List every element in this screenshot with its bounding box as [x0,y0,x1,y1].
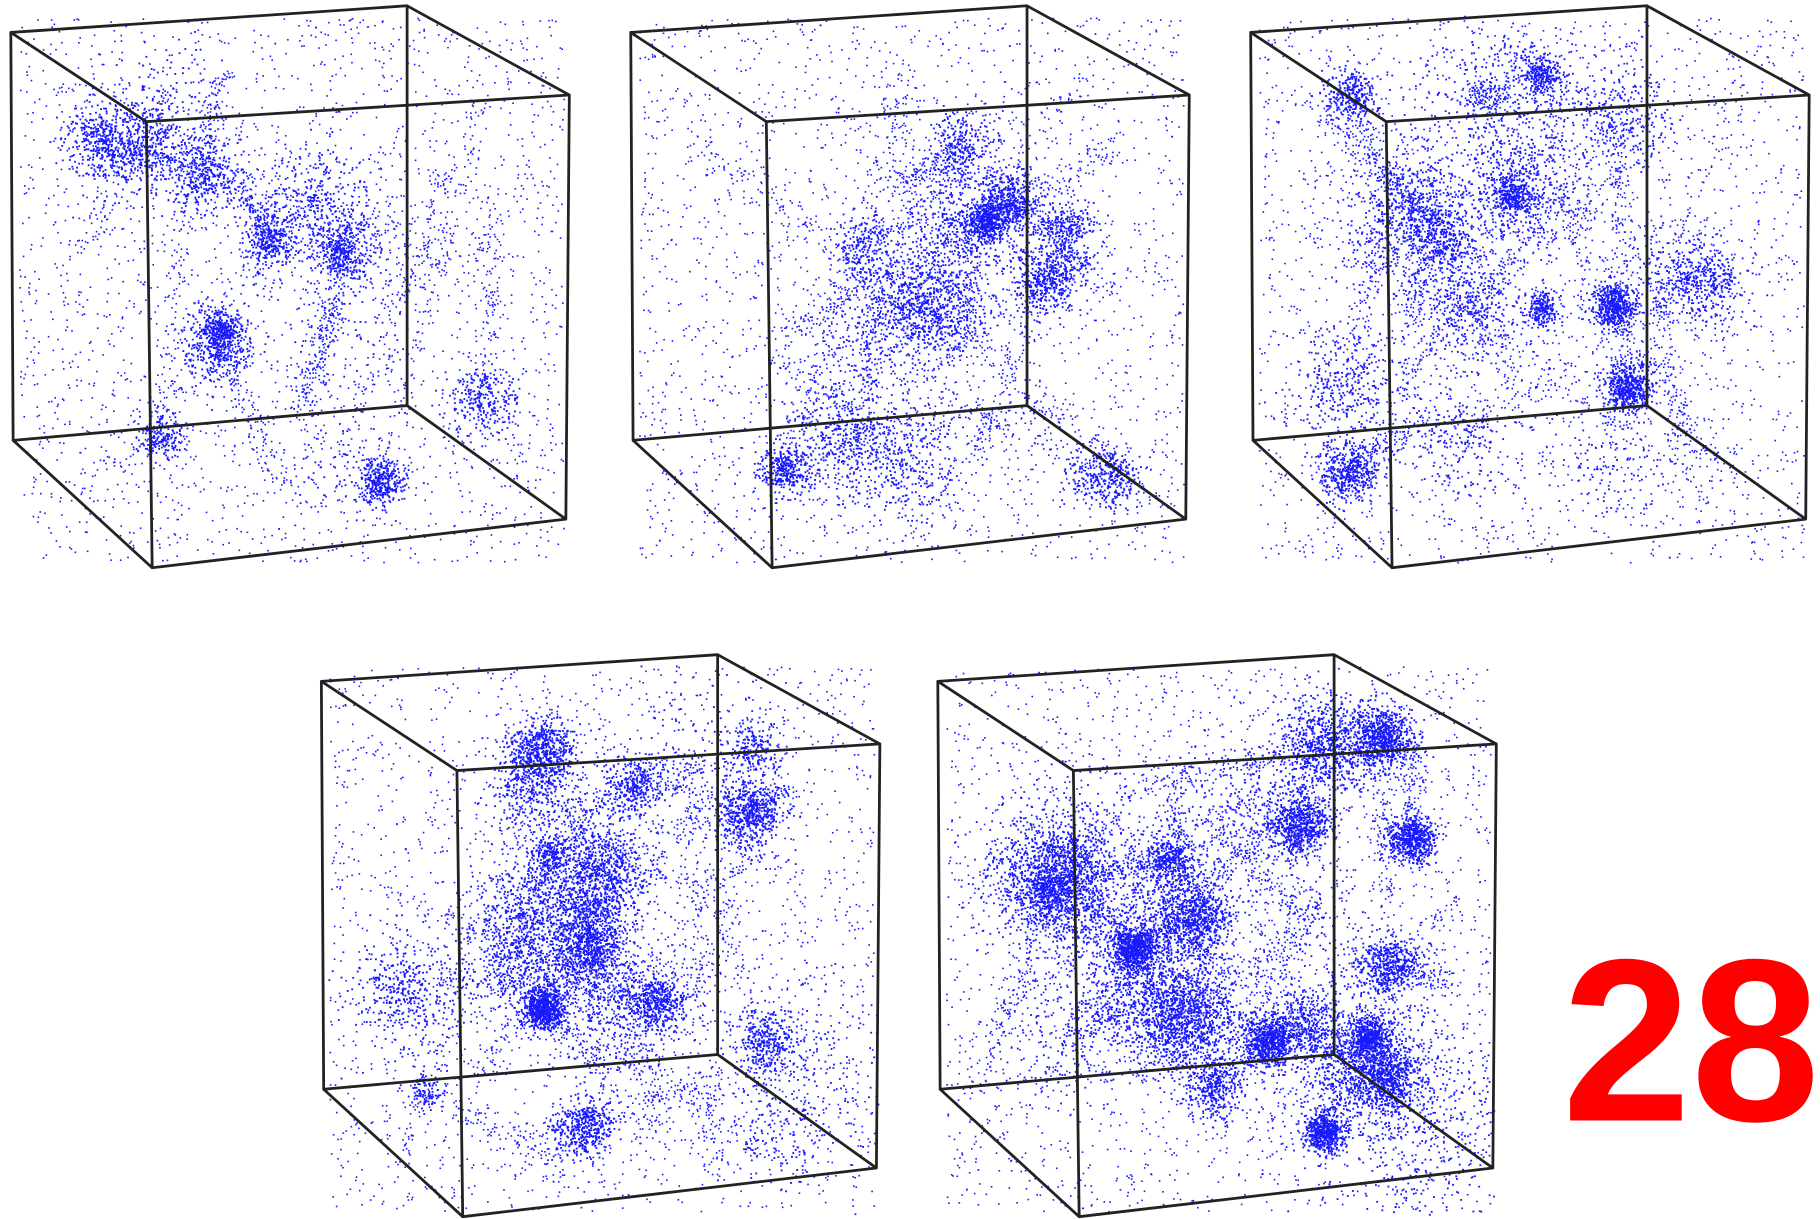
cube-edge [13,440,152,567]
cube-edge [718,655,880,744]
cube-edge [321,681,457,770]
cube-edge [1647,6,1809,95]
cube-edge [1386,95,1809,568]
simulation-cube [1251,6,1810,568]
cube-edge [407,406,566,520]
cube-edge [324,1089,463,1216]
simulation-cube [938,655,1497,1217]
cube-edge [633,440,772,567]
figure-number: 28 [1562,912,1820,1171]
simulation-cube [321,655,880,1217]
particles [1259,16,1805,564]
cube-edge [1251,32,1387,121]
page: 28 (() => { const data = JSON.parse(docu… [0,0,1820,1219]
cubes [11,6,1809,1217]
cube-edge [407,6,569,95]
cube-edge [1027,6,1189,95]
cube-edge [938,681,1074,770]
figure: 28 [0,0,1820,1219]
simulation-cube [11,6,570,568]
cube-edge [940,1089,1079,1216]
cube-edge [718,1054,877,1168]
cube-edge [1334,655,1496,744]
cube-edge [11,32,147,121]
cube-edge [631,32,767,121]
simulation-cube [631,6,1190,568]
